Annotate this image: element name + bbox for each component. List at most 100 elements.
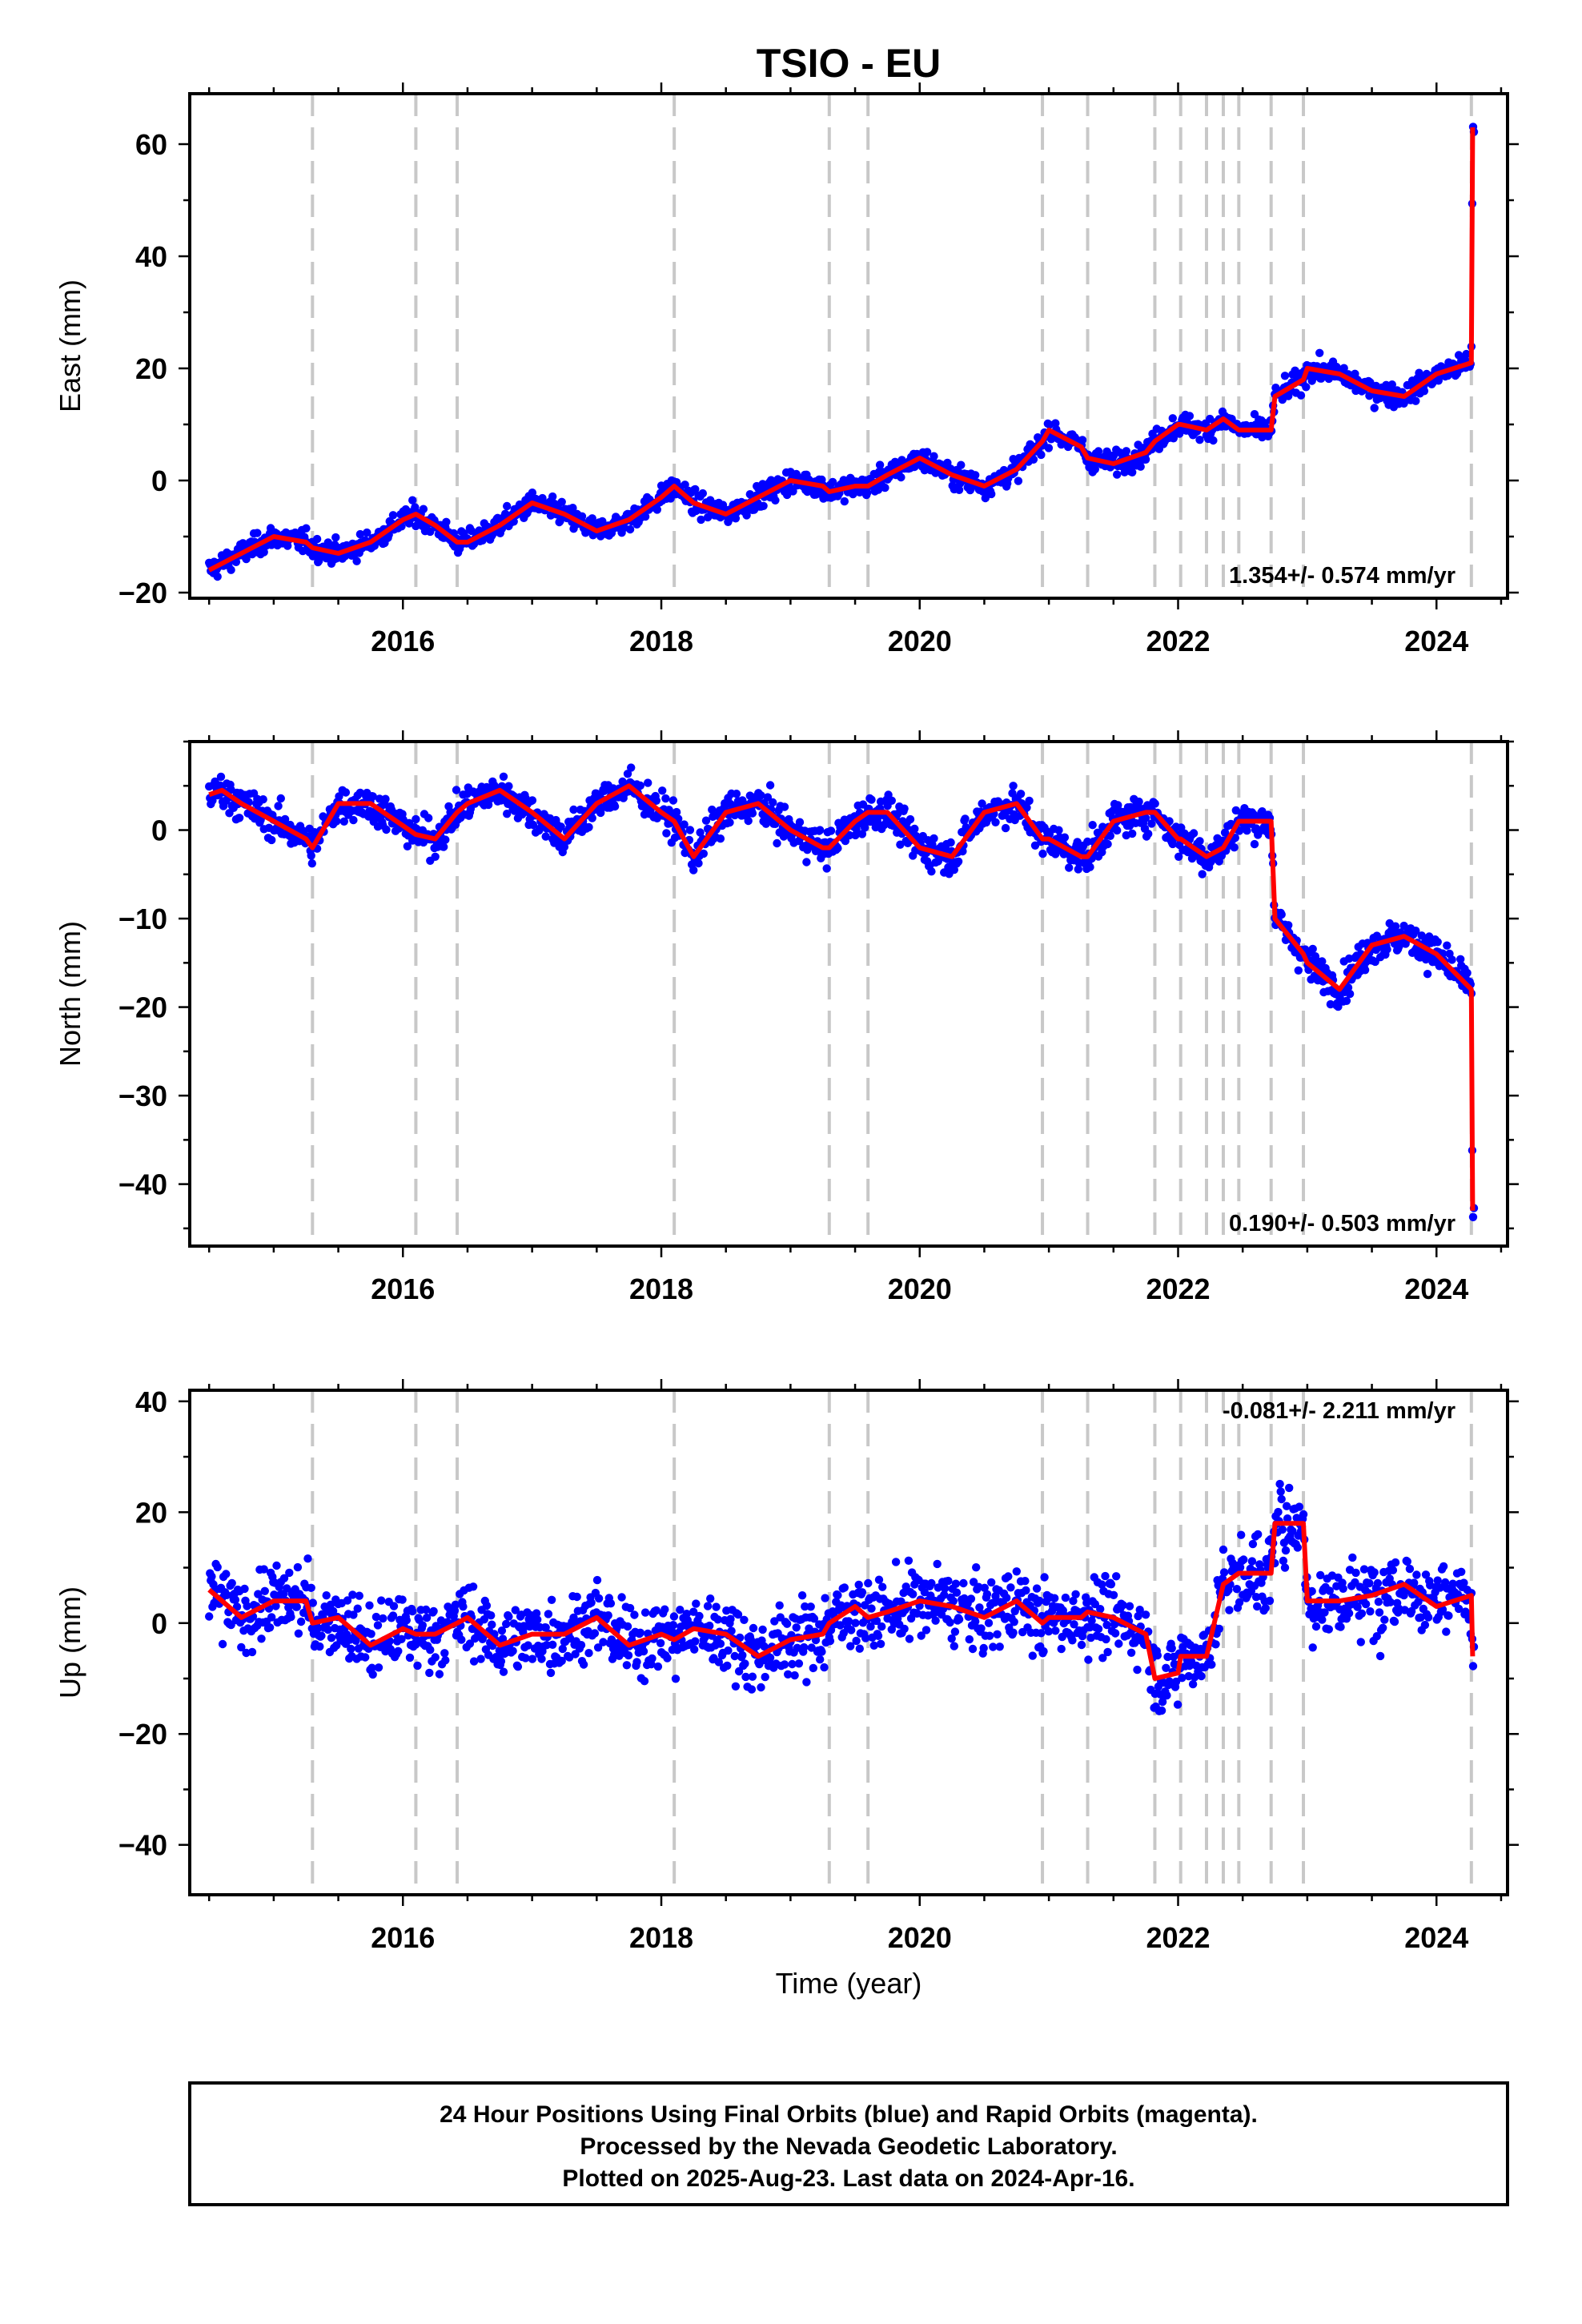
data-point (625, 1603, 635, 1613)
data-point (672, 807, 681, 817)
data-point (1468, 1212, 1478, 1222)
data-point (287, 1612, 295, 1622)
data-point (1195, 837, 1204, 846)
y-axis-label: Up (mm) (54, 1586, 86, 1699)
data-point (1039, 1647, 1048, 1656)
y-tick-label: −40 (118, 1168, 167, 1201)
data-point (782, 1619, 792, 1628)
data-point (577, 512, 587, 521)
data-point (587, 1598, 596, 1607)
data-point (397, 1634, 406, 1643)
data-point (910, 824, 919, 834)
data-point (292, 1602, 301, 1611)
data-point (368, 792, 377, 801)
data-point (1074, 865, 1083, 874)
data-point (1032, 1584, 1042, 1593)
data-point (1275, 1479, 1284, 1489)
data-point (1162, 1691, 1171, 1700)
data-point (1308, 1643, 1317, 1652)
data-point (623, 1622, 632, 1631)
data-point (669, 796, 678, 805)
data-point (1037, 450, 1046, 460)
data-point (706, 1594, 715, 1603)
data-point (1353, 1602, 1362, 1611)
data-point (1209, 436, 1218, 445)
data-point (1207, 1660, 1216, 1669)
data-point (548, 1640, 557, 1649)
y-tick-label: −20 (118, 577, 167, 609)
data-point (542, 1641, 551, 1650)
data-point (388, 1611, 398, 1620)
data-point (987, 1578, 996, 1587)
data-point (1016, 790, 1026, 798)
data-point (351, 1636, 360, 1645)
data-point (1417, 931, 1426, 940)
data-point (1084, 1655, 1093, 1664)
data-point (405, 1653, 415, 1663)
data-point (1109, 1590, 1118, 1600)
data-point (218, 1639, 227, 1649)
data-point (897, 1597, 905, 1606)
data-point (231, 1595, 240, 1604)
data-point (694, 858, 703, 868)
data-point (402, 1616, 411, 1625)
data-point (978, 799, 986, 808)
data-point (431, 1653, 440, 1662)
data-point (1078, 436, 1087, 444)
data-point (560, 842, 569, 851)
data-point (1308, 944, 1317, 954)
data-point (1250, 839, 1259, 849)
data-point (801, 1602, 809, 1611)
data-point (822, 864, 831, 873)
data-point (875, 460, 885, 469)
data-point (408, 1606, 417, 1616)
data-point (1274, 1507, 1283, 1517)
velocity-label: 1.354+/- 0.574 mm/yr (1229, 563, 1456, 589)
data-point (355, 529, 365, 539)
data-point (1094, 1624, 1103, 1634)
data-point (790, 1671, 799, 1680)
data-point (1386, 1598, 1395, 1606)
data-point (775, 1601, 784, 1610)
data-point (965, 1634, 974, 1644)
data-point (746, 1635, 755, 1644)
data-point (950, 1627, 960, 1636)
data-point (1462, 349, 1471, 359)
data-point (1163, 1652, 1172, 1662)
data-point (588, 514, 596, 523)
data-point (881, 483, 889, 493)
data-point (327, 1634, 336, 1642)
data-point (758, 1625, 767, 1634)
data-point (528, 1655, 537, 1663)
data-point (1454, 1604, 1464, 1614)
data-point (1342, 996, 1351, 1006)
data-point (846, 1642, 855, 1651)
data-point (771, 496, 780, 505)
data-point (1196, 1644, 1205, 1654)
data-point (323, 538, 332, 547)
data-point (1405, 1564, 1415, 1574)
data-point (503, 501, 512, 511)
data-point (468, 1582, 478, 1591)
data-point (748, 1672, 757, 1681)
data-point (855, 1644, 865, 1653)
data-point (1088, 821, 1097, 830)
data-point (640, 1677, 649, 1686)
data-point (640, 1608, 650, 1617)
data-point (1098, 1580, 1106, 1589)
data-point (440, 1649, 449, 1658)
data-point (689, 1607, 698, 1616)
data-point (496, 1657, 506, 1666)
data-point (1343, 983, 1353, 992)
data-point (961, 814, 970, 823)
data-point (1232, 1585, 1242, 1594)
data-point (927, 1578, 936, 1588)
data-point (377, 1596, 386, 1605)
data-point (1307, 1586, 1316, 1596)
data-point (1380, 1615, 1389, 1624)
data-point (1157, 1706, 1166, 1715)
data-point (484, 800, 493, 810)
data-point (247, 1647, 257, 1657)
data-point (435, 1670, 444, 1679)
